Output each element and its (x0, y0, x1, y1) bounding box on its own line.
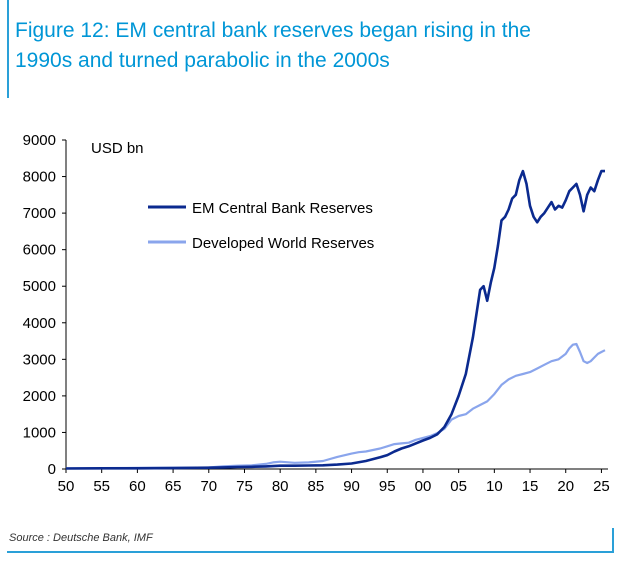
y-tick-label: 0 (48, 461, 56, 478)
y-tick-label: 4000 (23, 315, 56, 332)
y-tick-label: 3000 (23, 351, 56, 368)
x-tick-label: 90 (343, 478, 360, 495)
frame-left-border (7, 0, 9, 98)
figure-title-line-1: Figure 12: EM central bank reserves bega… (15, 19, 531, 42)
legend-label-developed: Developed World Reserves (192, 235, 374, 252)
x-tick-label: 85 (308, 478, 325, 495)
x-tick-label: 55 (93, 478, 110, 495)
x-tick-label: 25 (593, 478, 610, 495)
series-line-em-central-bank-reserves (65, 169, 605, 470)
figure-title: Figure 12: EM central bank reserves bega… (15, 16, 615, 76)
series-line-developed-world-reserves (65, 342, 606, 470)
series-lines (65, 169, 606, 470)
y-tick-label: 7000 (23, 205, 56, 222)
x-tick-label: 75 (236, 478, 253, 495)
frame-bottom-border (7, 551, 614, 553)
frame-right-border (612, 528, 614, 553)
figure-title-line-2: 1990s and turned parabolic in the 2000s (15, 49, 390, 72)
y-tick-label: 1000 (23, 424, 56, 441)
x-tick-label: 65 (165, 478, 182, 495)
y-tick-label: 2000 (23, 388, 56, 405)
x-tick-label: 80 (272, 478, 289, 495)
legend: EM Central Bank Reserves Developed World… (148, 200, 374, 252)
x-tick-label: 15 (522, 478, 539, 495)
unit-label: USD bn (91, 140, 144, 157)
y-ticks: 0 1000 2000 3000 4000 5000 6000 7000 8000 9000 (23, 132, 66, 478)
x-tick-label: 20 (557, 478, 574, 495)
x-tick-label: 70 (200, 478, 217, 495)
legend-label-em: EM Central Bank Reserves (192, 200, 373, 217)
x-ticks: 50 55 60 65 70 75 80 85 90 95 00 05 10 15 20 25 (58, 469, 610, 495)
y-tick-label: 5000 (23, 278, 56, 295)
y-tick-label: 9000 (23, 132, 56, 149)
y-axis-group: 0 1000 2000 3000 4000 5000 6000 7000 8000 9000 (23, 132, 67, 478)
x-tick-label: 00 (415, 478, 432, 495)
y-tick-label: 8000 (23, 169, 56, 186)
y-tick-label: 6000 (23, 242, 56, 259)
source-note: Source : Deutsche Bank, IMF (9, 532, 153, 544)
x-tick-label: 95 (379, 478, 396, 495)
x-axis-group: 50 55 60 65 70 75 80 85 90 95 00 05 10 15 20 25 (58, 468, 610, 495)
x-tick-label: 05 (450, 478, 467, 495)
x-tick-label: 50 (58, 478, 75, 495)
x-tick-label: 60 (129, 478, 146, 495)
x-tick-label: 10 (486, 478, 503, 495)
